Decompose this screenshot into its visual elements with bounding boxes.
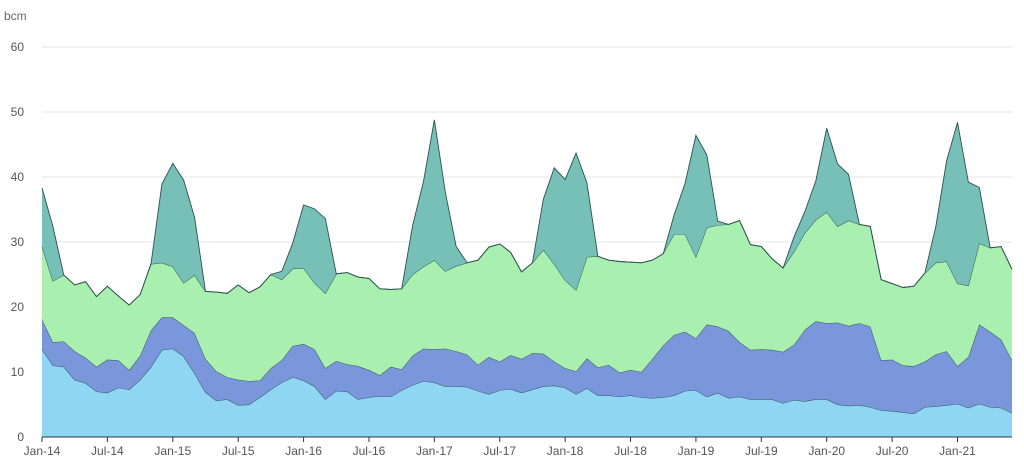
- x-tick-label: Jul-20: [876, 444, 909, 458]
- area-series-3: [42, 212, 1012, 382]
- x-tick-label: Jul-15: [222, 444, 255, 458]
- x-tick-label: Jul-16: [353, 444, 386, 458]
- x-tick-label: Jan-17: [416, 444, 453, 458]
- x-tick-label: Jul-19: [745, 444, 778, 458]
- y-tick-label: 50: [11, 105, 25, 119]
- y-tick-label: 60: [11, 40, 25, 54]
- x-tick-label: Jan-20: [808, 444, 845, 458]
- area-series-1: [42, 348, 1012, 437]
- y-tick-label: 0: [17, 430, 24, 444]
- area-series-group: [41, 119, 1013, 437]
- x-tick-label: Jul-14: [91, 444, 124, 458]
- y-tick-label: 20: [11, 300, 25, 314]
- x-tick-labels: Jan-14 Jul-14 Jan-15 Jul-15 Jan-16 Jul-16 Jan-…: [24, 444, 977, 458]
- y-tick-label: 10: [11, 365, 25, 379]
- y-tick-labels: 0 10 20 30 40 50 60: [11, 40, 25, 444]
- x-tick-label: Jan-16: [285, 444, 322, 458]
- x-tick-label: Jan-19: [678, 444, 715, 458]
- x-tick-label: Jul-17: [483, 444, 516, 458]
- y-axis-unit-label: bcm: [4, 9, 27, 23]
- x-tick-label: Jan-15: [154, 444, 191, 458]
- axes: [41, 436, 1012, 442]
- x-tick-label: Jul-18: [614, 444, 647, 458]
- x-tick-label: Jan-14: [24, 444, 61, 458]
- area-series-4: [42, 119, 1012, 306]
- area-series-2: [42, 317, 1012, 414]
- area-series-4-line: [41, 119, 1013, 306]
- y-tick-label: 40: [11, 170, 25, 184]
- y-tick-label: 30: [11, 235, 25, 249]
- x-tick-label: Jan-18: [547, 444, 584, 458]
- x-tick-label: Jan-21: [939, 444, 976, 458]
